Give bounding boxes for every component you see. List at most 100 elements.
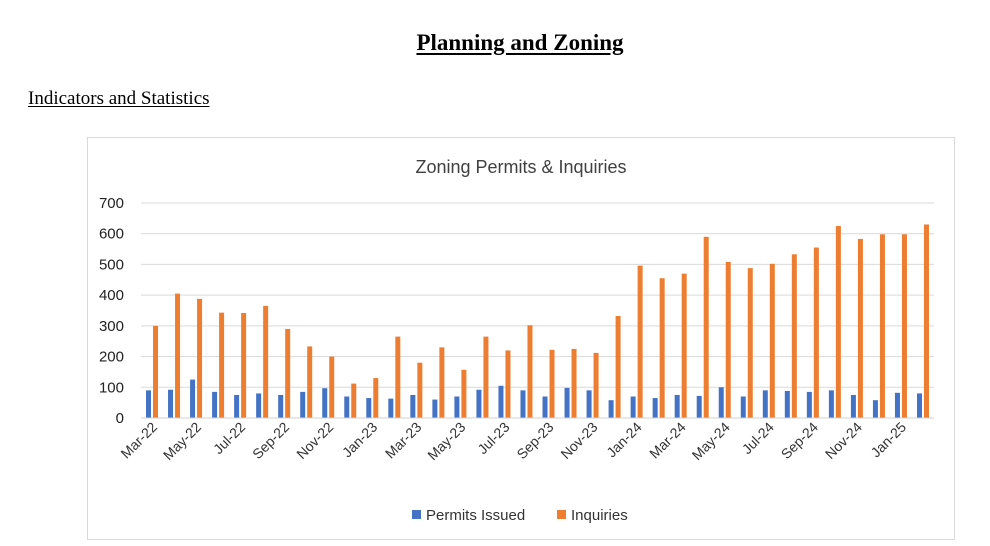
bar-inquiries (219, 312, 225, 418)
legend-swatch-permits (412, 510, 421, 519)
bar-inquiries (879, 234, 885, 418)
bar-permits-issued (894, 392, 900, 418)
bar-permits-issued (674, 394, 680, 418)
bar-permits-issued (190, 379, 196, 418)
x-axis-ticks: Mar-22 May-22 Jul-22 Sep-22 Nov-22 Jan-23 Mar-… (117, 419, 909, 463)
bar-inquiries (769, 263, 775, 418)
x-tick-label: Jul-23 (474, 419, 512, 457)
bar-inquiries (461, 369, 467, 418)
bar-inquiries (263, 305, 269, 418)
bar-inquiries (483, 336, 489, 418)
x-tick-label: Jan-25 (867, 419, 909, 461)
bar-inquiries (307, 346, 313, 418)
bar-permits-issued (806, 391, 812, 418)
bar-inquiries (857, 238, 863, 418)
bar-inquiries (923, 224, 929, 418)
bar-inquiries (153, 325, 159, 418)
bar-inquiries (373, 378, 379, 418)
bar-permits-issued (608, 400, 614, 418)
bar-inquiries (835, 226, 841, 418)
bar-inquiries (329, 356, 335, 418)
bar-permits-issued (322, 388, 328, 418)
x-tick-label: Mar-23 (382, 419, 425, 462)
chart-frame (87, 137, 955, 540)
x-tick-label: Sep-24 (778, 419, 821, 462)
bar-inquiries (791, 254, 797, 418)
bar-permits-issued (696, 395, 702, 418)
bar-permits-issued (498, 385, 504, 418)
y-tick-label: 400 (99, 287, 124, 304)
bar-inquiries (681, 273, 687, 418)
legend-label-inquiries: Inquiries (571, 507, 628, 524)
bar-permits-issued (762, 390, 768, 418)
bar-inquiries (615, 316, 621, 418)
y-axis-ticks: 0 100 200 300 400 500 600 700 (99, 195, 124, 427)
bar-permits-issued (586, 390, 592, 418)
bar-inquiries (285, 328, 291, 418)
x-tick-label: Nov-23 (557, 419, 600, 462)
bar-inquiries (549, 349, 555, 418)
bar-permits-issued (564, 387, 570, 418)
bar-inquiries (813, 247, 819, 418)
y-tick-label: 0 (116, 410, 124, 427)
x-tick-label: Jul-24 (739, 419, 777, 457)
bar-permits-issued (872, 400, 878, 418)
x-tick-label: May-23 (424, 419, 468, 463)
page-title: Planning and Zoning (416, 30, 624, 55)
bar-permits-issued (454, 396, 460, 418)
bar-inquiries (725, 261, 731, 418)
bar-permits-issued (212, 391, 218, 418)
bar-inquiries (197, 298, 203, 418)
bar-inquiries (439, 347, 445, 418)
x-tick-label: May-22 (160, 419, 204, 463)
bar-permits-issued (168, 389, 174, 418)
bar-inquiries (395, 336, 401, 418)
y-tick-label: 500 (99, 256, 124, 273)
bar-inquiries (241, 312, 247, 418)
chart-bars (146, 224, 929, 418)
bar-inquiries (901, 234, 907, 418)
bar-inquiries (703, 236, 709, 418)
bar-permits-issued (146, 390, 152, 418)
bar-inquiries (505, 350, 511, 418)
bar-permits-issued (366, 398, 372, 418)
legend-swatch-inquiries (557, 510, 566, 519)
bar-inquiries (175, 293, 181, 418)
x-tick-label: Nov-22 (293, 419, 336, 462)
bar-permits-issued (850, 394, 856, 418)
bar-permits-issued (234, 394, 240, 418)
bar-inquiries (417, 362, 423, 418)
y-tick-label: 600 (99, 226, 124, 243)
bar-permits-issued (520, 390, 526, 418)
legend-label-permits: Permits Issued (426, 507, 525, 524)
bar-inquiries (351, 383, 357, 418)
y-tick-label: 200 (99, 349, 124, 366)
x-tick-label: Nov-24 (822, 419, 865, 462)
bar-inquiries (527, 325, 533, 418)
bar-inquiries (637, 265, 643, 418)
bar-permits-issued (652, 398, 658, 418)
bar-inquiries (659, 278, 665, 418)
chart-title: Zoning Permits & Inquiries (415, 157, 626, 177)
section-heading: Indicators and Statistics (28, 88, 210, 109)
x-tick-label: Sep-22 (249, 419, 292, 462)
bar-permits-issued (784, 390, 790, 418)
bar-inquiries (571, 348, 577, 418)
bar-permits-issued (718, 387, 724, 418)
bar-permits-issued (740, 396, 746, 418)
bar-permits-issued (410, 394, 416, 418)
y-tick-label: 100 (99, 379, 124, 396)
bar-permits-issued (278, 394, 284, 418)
bar-permits-issued (828, 390, 834, 418)
x-tick-label: Jan-23 (339, 419, 381, 461)
bar-permits-issued (388, 398, 394, 418)
x-tick-label: Mar-24 (646, 419, 689, 462)
bar-permits-issued (476, 389, 482, 418)
chart-legend: Permits Issued Inquiries (412, 507, 628, 524)
x-tick-label: Jan-24 (603, 419, 645, 461)
bar-permits-issued (542, 396, 548, 418)
bar-permits-issued (630, 396, 636, 418)
bar-permits-issued (916, 393, 922, 418)
x-tick-label: Sep-23 (513, 419, 556, 462)
